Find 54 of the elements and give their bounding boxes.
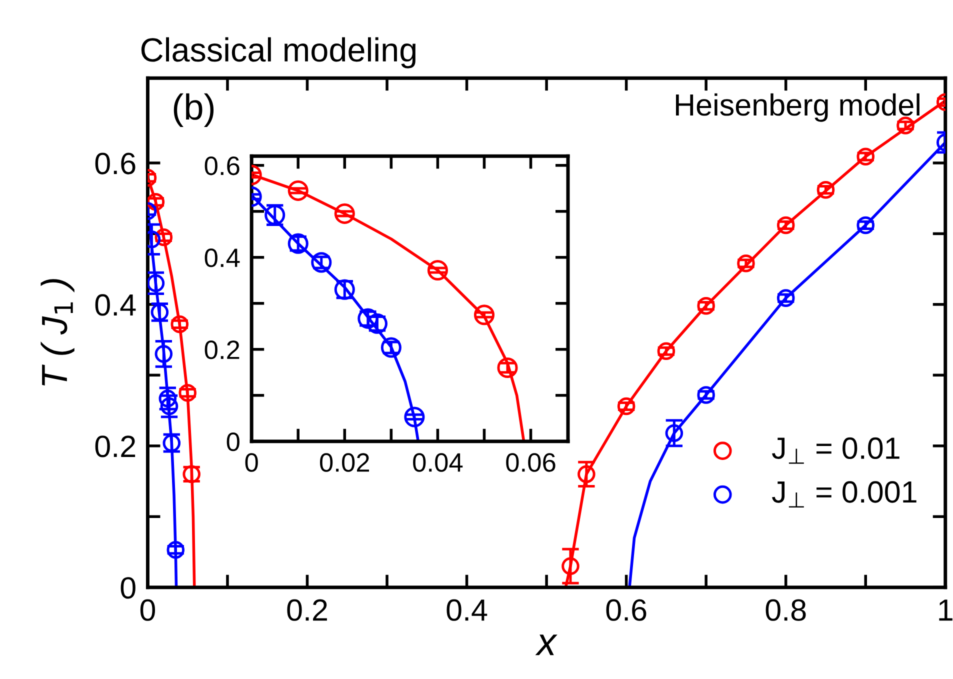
x-tick-label: 0.04 [413,453,463,472]
point [288,180,308,201]
x-tick-label: 0.2 [287,599,327,621]
x-tick-label: 0.02 [320,453,370,472]
point [657,342,676,360]
legend-label: J$_{⊥}$ = 0.001 [772,481,916,508]
point [474,304,495,326]
annotation: Heisenberg model [676,93,920,122]
point [311,252,332,273]
point [380,337,402,358]
point [816,180,835,199]
x-tick-label: 0.06 [506,453,556,472]
x-tick-label: 0.8 [766,599,806,621]
point [154,345,173,363]
point [160,397,178,416]
point [170,315,189,334]
point [665,424,684,442]
point [334,203,355,224]
y-tick-label: 0.4 [95,294,136,316]
point [178,384,196,402]
point [856,148,874,166]
y-tick-label: 0.2 [204,340,240,360]
point [578,465,596,484]
point [697,296,715,315]
point [497,357,518,378]
point [617,397,636,416]
y-tick-label: 0.2 [95,436,136,458]
x-tick-label: 1 [939,600,952,621]
point [737,254,755,272]
y-axis-title: T ( J$_{1}$ ) [40,279,74,386]
point [697,386,715,404]
x-tick-label: 0.4 [446,599,488,621]
x-tick-label: 0 [140,599,156,621]
x-axis-title: x [535,634,558,656]
point [404,406,425,428]
y-tick-label: 0 [120,577,136,599]
point [427,260,448,281]
y-tick-label: 0 [226,432,240,452]
legend-label: J$_{⊥}$ = 0.01 [772,437,900,464]
point [776,216,795,234]
point [856,216,874,234]
x-tick-label: 0 [245,453,258,472]
annotation: (b) [174,93,214,128]
chart-title: Classical modeling [141,37,416,68]
point [166,540,185,559]
x-tick-label: 0.6 [606,599,646,621]
point [148,274,165,292]
point [158,390,177,408]
point [562,557,580,576]
y-tick-label: 0.4 [204,248,240,268]
y-tick-label: 0.6 [95,152,136,174]
y-tick-label: 0.6 [204,156,240,176]
point [776,289,795,307]
point [896,116,914,134]
